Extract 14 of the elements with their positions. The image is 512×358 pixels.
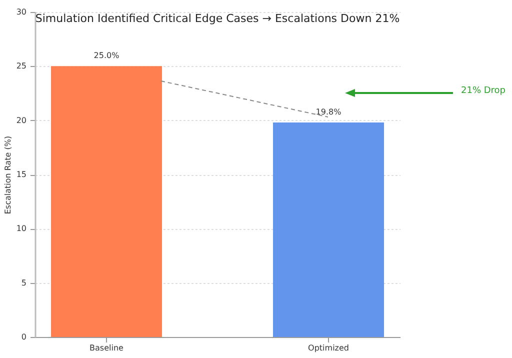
y-axis-title: Escalation Rate (%) bbox=[3, 136, 12, 214]
y-tick-label: 20 bbox=[16, 116, 26, 125]
y-tick-label: 0 bbox=[21, 332, 26, 342]
data-label: 19.8% bbox=[316, 108, 342, 116]
y-tick-label: 30 bbox=[16, 8, 26, 16]
x-tick-label: Baseline bbox=[90, 344, 124, 352]
chart-title: Simulation Identified Critical Edge Cases → Escalations Down 21% bbox=[35, 12, 400, 25]
y-tick-label: 25 bbox=[16, 62, 26, 71]
data-label: 25.0% bbox=[94, 51, 120, 60]
y-tick-label: 15 bbox=[16, 170, 26, 179]
y-tick-label: 10 bbox=[16, 224, 26, 234]
y-tick-label: 5 bbox=[21, 278, 26, 288]
text: 21% Drop bbox=[461, 86, 506, 96]
x-tick-label: Optimized bbox=[308, 344, 349, 352]
